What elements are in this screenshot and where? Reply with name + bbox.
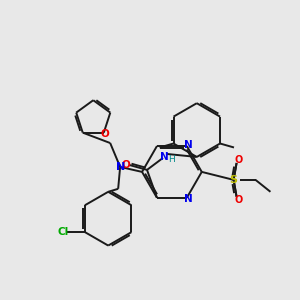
Text: O: O (122, 160, 130, 170)
Text: Cl: Cl (57, 227, 69, 237)
Text: N: N (184, 194, 193, 204)
Text: O: O (235, 155, 243, 165)
Text: N: N (184, 140, 193, 150)
Text: N: N (160, 152, 168, 162)
Text: S: S (230, 175, 238, 185)
Text: H: H (169, 155, 175, 164)
Text: O: O (235, 195, 243, 205)
Text: N: N (116, 162, 125, 172)
Text: O: O (100, 129, 109, 139)
